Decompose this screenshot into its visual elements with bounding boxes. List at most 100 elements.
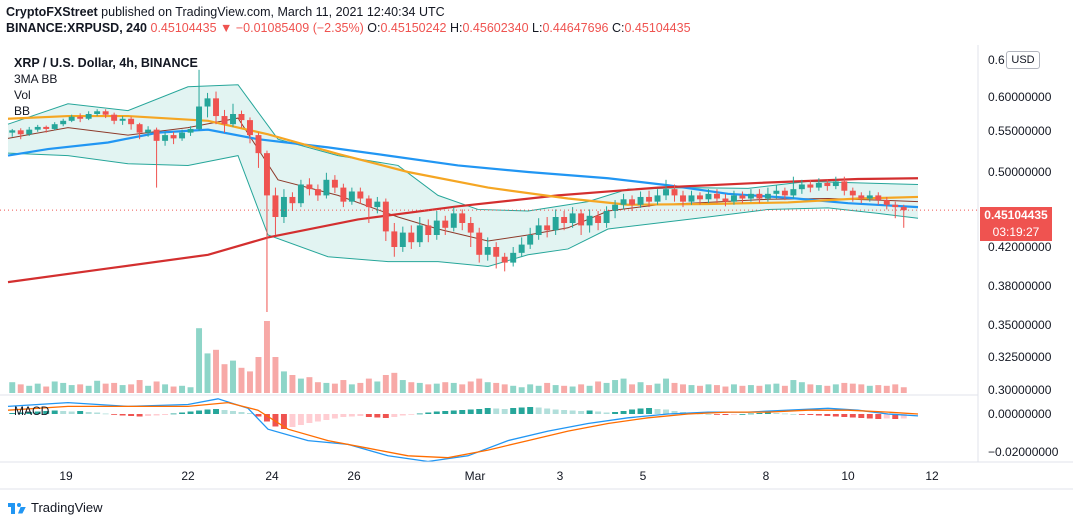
candle xyxy=(9,128,16,137)
volume-bar xyxy=(841,382,848,393)
candle xyxy=(162,131,169,146)
volume-bar xyxy=(399,380,406,393)
candle-body xyxy=(654,195,661,202)
volume-bar xyxy=(94,380,101,393)
currency-button[interactable]: USD xyxy=(1006,51,1040,69)
legend-item-3ma-bb[interactable]: 3MA BB xyxy=(14,72,58,86)
macd-histogram-bar xyxy=(824,414,831,416)
candle xyxy=(713,189,720,204)
macd-histogram-bar xyxy=(314,414,321,422)
macd-histogram-bar xyxy=(416,413,423,415)
candle-body xyxy=(399,232,406,247)
macd-histogram-bar xyxy=(68,411,75,414)
volume-bar xyxy=(196,328,203,393)
candle-body xyxy=(102,111,109,115)
macd-histogram-bar xyxy=(900,414,907,419)
macd-histogram-bar xyxy=(204,409,211,414)
macd-histogram-bar xyxy=(382,414,389,418)
candle-body xyxy=(798,184,805,190)
macd-histogram-bar xyxy=(773,413,780,414)
macd-histogram-bar xyxy=(425,412,432,414)
volume-bar xyxy=(773,383,780,393)
candle xyxy=(781,187,788,201)
candle xyxy=(747,189,754,202)
volume-bar xyxy=(722,386,729,393)
volume-bar xyxy=(629,384,636,393)
candle-body xyxy=(213,98,219,117)
volume-bar xyxy=(9,382,16,393)
candle-body xyxy=(9,130,16,133)
volume-bar xyxy=(51,381,58,393)
candle xyxy=(900,204,907,228)
volume-bar xyxy=(832,384,839,393)
candle-body xyxy=(697,195,703,200)
candle xyxy=(561,211,568,231)
time-tick-label: 24 xyxy=(265,469,279,483)
candle xyxy=(230,103,236,127)
candle-body xyxy=(747,193,754,199)
candle xyxy=(586,209,593,233)
price-scale-labels: 0.6… 000.600000000.550000000.500000000.4… xyxy=(988,53,1052,397)
candle-body xyxy=(612,204,619,211)
candle xyxy=(145,126,152,137)
volume-bar xyxy=(544,382,551,393)
volume-bar xyxy=(85,385,92,393)
macd-histogram-bar xyxy=(9,413,16,414)
high-value: 0.45602340 xyxy=(462,21,529,35)
candle xyxy=(476,227,483,263)
macd-histogram-bar xyxy=(849,414,856,418)
signal-line xyxy=(7,401,919,459)
candle xyxy=(433,211,440,240)
macd-histogram-bar xyxy=(620,411,627,414)
volume-bar xyxy=(153,381,160,393)
price-tick-label: 0.38000000 xyxy=(988,279,1052,293)
candle xyxy=(374,196,381,214)
candle-body xyxy=(230,114,236,125)
candle xyxy=(866,190,873,202)
candle xyxy=(340,183,347,208)
macd-histogram-bar xyxy=(102,413,109,415)
volume-bar xyxy=(136,380,143,393)
time-tick-label: 22 xyxy=(181,469,195,483)
volume-bar xyxy=(671,382,678,393)
candle xyxy=(187,126,194,136)
price-tick-label: 0.60000000 xyxy=(988,90,1052,104)
candle-body xyxy=(875,195,882,201)
candle xyxy=(416,217,423,247)
candle xyxy=(255,132,262,168)
legend-item-bb[interactable]: BB xyxy=(14,104,31,118)
macd-scale-labels: 0.00000000 −0.02000000 xyxy=(988,407,1059,459)
low-value: 0.44647696 xyxy=(542,21,609,35)
publisher-name[interactable]: CryptoFXStreet xyxy=(6,5,98,19)
candle xyxy=(331,175,338,194)
volume-bar xyxy=(450,382,457,393)
candle-body xyxy=(815,182,822,188)
candle-body xyxy=(26,129,33,135)
volume-bar xyxy=(578,384,585,393)
volume-bar xyxy=(416,382,423,393)
ohlc-line: BINANCE:XRPUSD, 240 0.45104435 ▼ −0.0108… xyxy=(6,21,691,35)
candle xyxy=(518,237,525,257)
volume-bar xyxy=(730,384,737,393)
candlesticks xyxy=(9,69,907,312)
candle-body xyxy=(85,114,92,119)
macd-histogram-bar xyxy=(832,414,839,417)
candle xyxy=(603,206,610,228)
macd-histogram-bar xyxy=(153,414,160,416)
published-text: published on TradingView.com, March 11, … xyxy=(101,5,445,19)
candle xyxy=(391,223,398,257)
volume-bar xyxy=(357,382,364,393)
candle-body xyxy=(162,135,169,141)
macd-histogram-bar xyxy=(612,412,619,414)
candle xyxy=(722,193,729,207)
legend-item-vol[interactable]: Vol xyxy=(14,88,31,102)
candle xyxy=(680,190,686,208)
macd-histogram-bar xyxy=(323,414,330,420)
macd-label: MACD xyxy=(14,404,50,418)
volume-bar xyxy=(535,385,542,393)
macd-histogram-bar xyxy=(408,414,415,415)
macd-histogram-bar xyxy=(883,414,890,419)
candle-body xyxy=(620,199,627,205)
tradingview-brand[interactable]: TradingView xyxy=(8,500,103,515)
